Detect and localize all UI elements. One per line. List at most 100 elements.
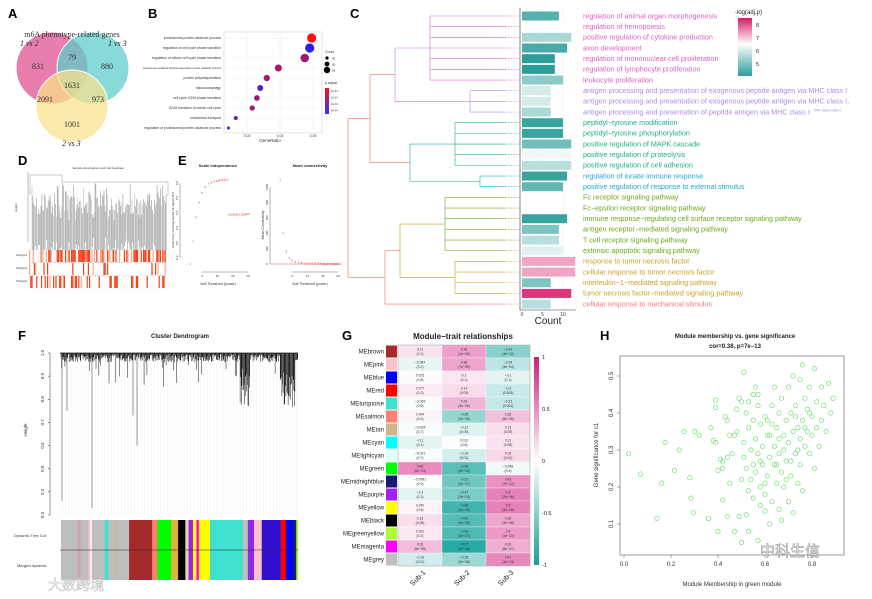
h-xtick-label: 0.4 (714, 562, 723, 568)
f-dynamic-module-band (88, 520, 91, 550)
panel-label-c: C (350, 6, 360, 21)
c-bar (522, 182, 563, 192)
d-trait-cell (62, 276, 64, 288)
d-trait-cell (89, 250, 91, 262)
e2-ytick-label: 200 (265, 246, 269, 251)
d-trait-cell (114, 276, 116, 288)
e2-point: 20 (336, 262, 340, 266)
f-merged-module-band (171, 550, 179, 580)
f-dynamic-module-band (108, 520, 116, 550)
d-trait-cell (86, 250, 88, 262)
h-point (760, 462, 766, 468)
g-heatmap-border (397, 344, 531, 567)
d-trait-cell (72, 250, 74, 262)
c-bar (522, 107, 551, 117)
f-ytick-label: 0.5 (40, 465, 45, 472)
g-cell-pvalue: (0.5) (417, 417, 424, 421)
venn-label-1vs3: 1 vs 3 (108, 39, 127, 48)
h-point (830, 395, 836, 401)
b-term-label: G2/M transition of mitotic cell cycle (169, 106, 221, 110)
f-merged-module-band (80, 550, 89, 580)
e1-point: 13 (225, 177, 229, 181)
c-xtick-label: 5 (541, 312, 544, 318)
d-trait-cell (30, 276, 32, 288)
g-module-color-swatch (386, 371, 397, 384)
g-module-label: MEgreen (360, 467, 384, 473)
d-trait-cell (33, 263, 35, 275)
d-trait-cell (135, 250, 137, 262)
d-trait-cell (67, 250, 69, 262)
b-term-label: cell cycle G2/M phase transition (173, 96, 221, 100)
h-point (727, 480, 733, 486)
h-xtick-label: 0.6 (761, 562, 770, 568)
h-xtick-label: 0.2 (667, 562, 676, 568)
h-point (688, 495, 694, 501)
venn-circle-2vs3 (35, 69, 109, 143)
g-cell-correlation: −0.68 (460, 504, 469, 508)
e1-ylabel: Scale Free Topology Model Fit,signed R^2 (171, 192, 175, 249)
e2-xlabel: Soft Threshold (power) (292, 282, 328, 286)
f-merged-module-band (209, 550, 243, 580)
g-cell-correlation: 0.38 (461, 348, 468, 352)
f-ytick-label: 0.8 (40, 396, 45, 403)
d-trait-cell (145, 250, 147, 262)
d-trait-cell (104, 263, 106, 275)
g-cell-correlation: −0.2 (505, 387, 512, 391)
g-cell-correlation: −0.35 (460, 556, 469, 560)
c-bar (522, 256, 576, 266)
g-cell-correlation: 0.46 (417, 465, 424, 469)
h-point (738, 399, 744, 405)
g-cell-correlation: 0.26 (417, 543, 424, 547)
g-cell-pvalue: (0.4) (505, 469, 512, 473)
d-trait-cell (43, 263, 45, 275)
f-dynamic-module-band (104, 520, 109, 550)
g-cell-pvalue: (0.7) (417, 430, 424, 434)
h-point (734, 406, 740, 412)
h-point (800, 488, 806, 494)
g-cell-pvalue: (0.002) (503, 391, 514, 395)
venn-title: m6A phenotype-related genes (24, 30, 120, 39)
g-cell-pvalue: (3e−12) (502, 352, 514, 356)
d-trait-cell (163, 250, 165, 262)
f-merged-module-band (285, 550, 294, 580)
g-cell-correlation: 0.13 (505, 426, 512, 430)
g-cell-pvalue: (0.02) (504, 456, 513, 460)
b-count-legend-label: 60 (332, 69, 336, 73)
g-cell-correlation: −0.77 (460, 543, 469, 547)
f-merged-module-band (90, 550, 92, 580)
g-cell-pvalue: (0.1) (461, 378, 468, 382)
g-scale-label: 0 (542, 459, 545, 465)
g-column-label: Sub-3 (497, 569, 515, 587)
g-cell-pvalue: (5e−05) (414, 547, 426, 551)
d-trait-cell (152, 250, 154, 262)
c-term-label: regulation of hemopoiesis (583, 22, 665, 31)
f-dynamic-module-band (116, 520, 130, 550)
g-cell-pvalue: (7e−09) (458, 365, 470, 369)
h-point (814, 425, 820, 431)
h-point (804, 428, 810, 434)
d-trait-cell (91, 250, 93, 262)
c-legend-label: 5 (756, 62, 759, 68)
e1-point: 11 (219, 178, 222, 182)
g-module-color-swatch (386, 514, 397, 527)
f-dynamic-module-band (192, 520, 197, 550)
b-xtick-label: 0.04 (277, 134, 284, 138)
h-point (809, 414, 815, 420)
d-trait-cell (115, 276, 117, 288)
b-count-legend-label: 40 (332, 57, 336, 61)
c-xtick-label: 0 (521, 312, 524, 318)
g-cell-pvalue: (0.05) (416, 521, 425, 525)
e1-xtick-label: 10 (216, 274, 220, 278)
g-cell-pvalue: (2e−09) (458, 417, 470, 421)
b-term-label: regulation of cell cycle phase transitio… (163, 46, 221, 50)
g-scale-colorbar (534, 357, 539, 565)
g-cell-pvalue: (0.08) (504, 443, 513, 447)
d-trait-cell (157, 250, 159, 262)
h-point (724, 514, 730, 520)
h-point (659, 480, 665, 486)
h-point (743, 465, 749, 471)
g-cell-correlation: 0.32 (505, 543, 512, 547)
f-merged-module-band (188, 550, 194, 580)
f-merged-module-band (242, 550, 249, 580)
e1-xtick-label: 5 (201, 274, 203, 278)
